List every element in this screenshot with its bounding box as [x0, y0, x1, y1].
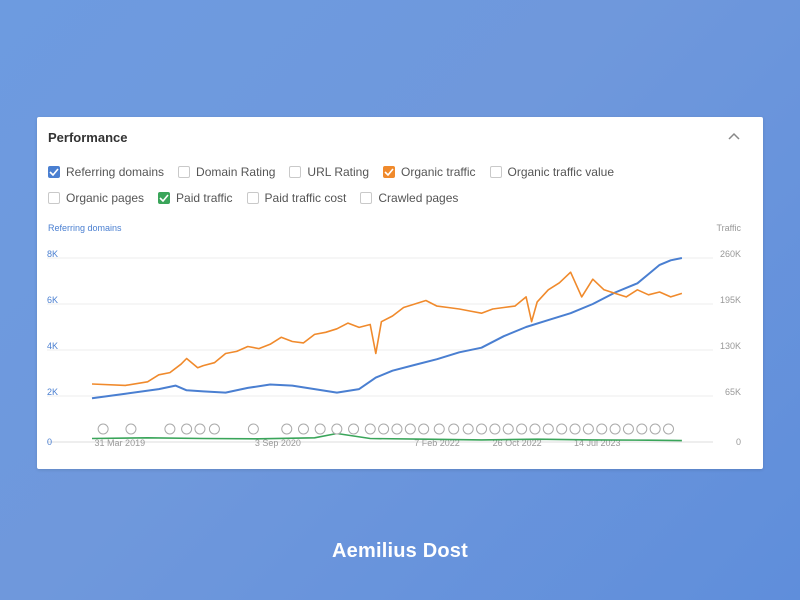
checkbox-organic-traffic[interactable]: Organic traffic: [383, 165, 476, 179]
annotation-marker: [582, 423, 594, 435]
checkbox-paid-traffic[interactable]: Paid traffic: [158, 191, 233, 205]
annotation-marker: [208, 423, 220, 435]
x-tick-label: 31 Mar 2019: [95, 438, 146, 448]
left-tick-label: 8K: [47, 249, 58, 259]
checkmark-icon: [384, 168, 394, 176]
checkbox-label: Domain Rating: [196, 165, 276, 179]
annotation-marker: [418, 423, 430, 435]
collapse-button[interactable]: [727, 129, 741, 143]
right-tick-label: 0: [736, 437, 741, 447]
annotation-marker: [556, 423, 568, 435]
left-tick-label: 0: [47, 437, 52, 447]
annotation-marker: [542, 423, 554, 435]
annotation-marker: [622, 423, 634, 435]
paid-traffic-line: [91, 432, 682, 442]
annotation-marker: [569, 423, 581, 435]
annotation-marker: [364, 423, 376, 435]
annotation-marker: [378, 423, 390, 435]
x-tick-label: 7 Feb 2022: [414, 438, 460, 448]
checkbox-label: Paid traffic cost: [264, 191, 347, 205]
annotation-marker: [164, 423, 176, 435]
right-tick-label: 130K: [720, 341, 741, 351]
annotation-marker: [596, 423, 608, 435]
annotation-marker: [529, 423, 541, 435]
checkbox-label: Organic pages: [66, 191, 145, 205]
performance-card: Performance Referring domains Domain Rat…: [37, 117, 763, 469]
annotation-marker: [476, 423, 488, 435]
annotation-marker: [125, 423, 137, 435]
left-tick-label: 6K: [47, 295, 58, 305]
annotation-marker: [391, 423, 403, 435]
annotation-marker: [181, 423, 193, 435]
annotation-marker: [297, 423, 309, 435]
metric-toggles-row-1: Referring domains Domain Rating URL Rati…: [48, 165, 628, 179]
left-tick-label: 4K: [47, 341, 58, 351]
checkbox-url-rating[interactable]: URL Rating: [289, 165, 369, 179]
x-tick-label: 26 Oct 2022: [493, 438, 542, 448]
metric-toggles-row-2: Organic pages Paid traffic Paid traffic …: [48, 191, 472, 205]
annotation-marker: [281, 423, 293, 435]
checkbox-box[interactable]: [158, 192, 171, 204]
annotation-marker: [502, 423, 514, 435]
annotation-marker: [636, 423, 648, 435]
annotation-marker: [194, 423, 206, 435]
annotation-marker: [433, 423, 445, 435]
annotation-marker: [331, 423, 343, 435]
checkbox-referring-domains[interactable]: Referring domains: [48, 165, 164, 179]
checkbox-box[interactable]: [360, 192, 373, 204]
annotation-marker: [516, 423, 528, 435]
checkmark-icon: [49, 168, 59, 176]
annotation-marker: [609, 423, 621, 435]
left-axis-title: Referring domains: [48, 223, 122, 233]
annotation-marker: [448, 423, 460, 435]
annotation-marker: [462, 423, 474, 435]
left-tick-label: 2K: [47, 387, 58, 397]
annotation-marker: [247, 423, 259, 435]
checkbox-label: Organic traffic value: [507, 165, 615, 179]
checkbox-box[interactable]: [289, 166, 302, 178]
checkbox-label: Paid traffic: [176, 191, 233, 205]
checkbox-box[interactable]: [489, 166, 502, 178]
checkbox-label: Organic traffic: [401, 165, 476, 179]
checkbox-box[interactable]: [178, 166, 191, 178]
checkbox-domain-rating[interactable]: Domain Rating: [178, 165, 275, 179]
checkbox-organic-pages[interactable]: Organic pages: [48, 191, 144, 205]
annotation-marker: [663, 423, 675, 435]
annotation-marker: [649, 423, 661, 435]
annotation-marker: [97, 423, 109, 435]
checkmark-icon: [159, 194, 169, 202]
card-title: Performance: [48, 130, 128, 145]
right-tick-label: 65K: [725, 387, 741, 397]
checkbox-paid-traffic-cost[interactable]: Paid traffic cost: [246, 191, 347, 205]
checkbox-label: URL Rating: [307, 165, 370, 179]
right-tick-label: 260K: [720, 249, 741, 259]
checkbox-box[interactable]: [246, 192, 259, 204]
checkbox-organic-traffic-value[interactable]: Organic traffic value: [489, 165, 615, 179]
x-tick-label: 14 Jul 2023: [574, 438, 621, 448]
performance-chart[interactable]: 0 2K 4K 6K 8K 0 65K 130K 195K 260K 31 Mar 2019 3 Se…: [37, 117, 763, 469]
checkbox-crawled-pages[interactable]: Crawled pages: [360, 191, 458, 205]
checkbox-label: Referring domains: [66, 165, 165, 179]
checkbox-box[interactable]: [48, 192, 60, 204]
annotation-marker: [489, 423, 501, 435]
checkbox-box[interactable]: [48, 166, 60, 178]
referring-domains-line: [91, 257, 683, 400]
organic-traffic-line: [91, 271, 683, 387]
checkbox-label: Crawled pages: [378, 191, 459, 205]
right-tick-label: 195K: [720, 295, 741, 305]
annotation-marker: [314, 423, 326, 435]
x-tick-label: 3 Sep 2020: [255, 438, 301, 448]
annotation-marker: [348, 423, 360, 435]
annotation-marker: [404, 423, 416, 435]
right-axis-title: Traffic: [716, 223, 741, 233]
checkbox-box[interactable]: [383, 166, 396, 178]
chevron-up-icon: [728, 132, 740, 140]
author-name: Aemilius Dost: [332, 540, 468, 562]
